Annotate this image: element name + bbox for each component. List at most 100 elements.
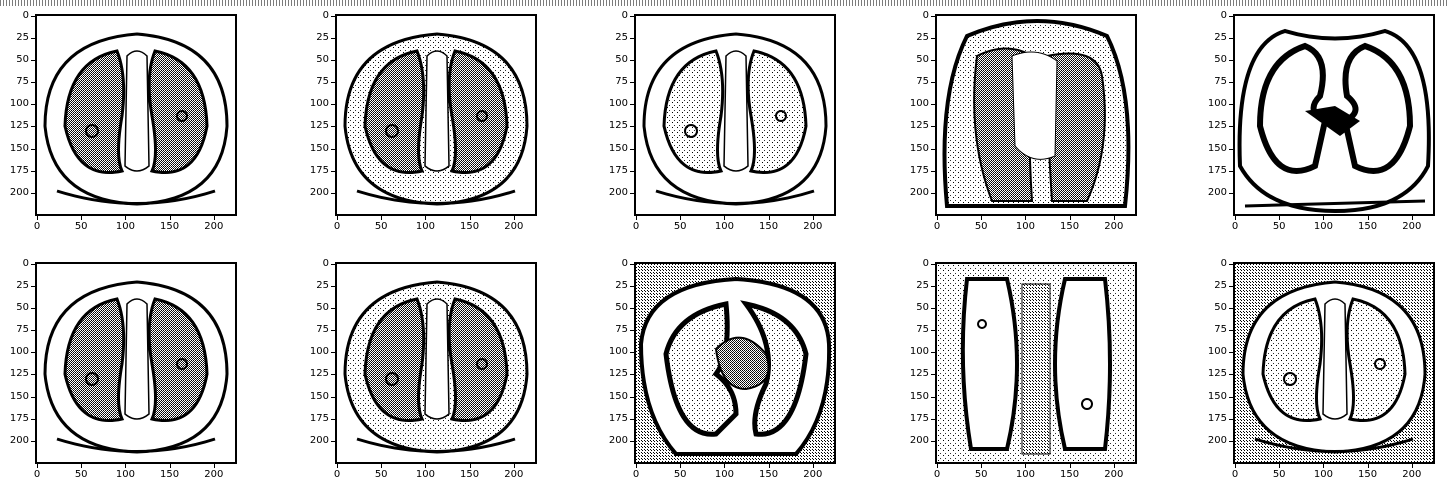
x-tick-label: 100 [1313,221,1333,232]
x-tick-label: 0 [333,469,341,480]
x-tick-label: 200 [803,469,823,480]
y-tick-mark [630,104,634,106]
y-tick-mark [31,170,35,172]
ct-panel-r1c5 [1233,14,1435,216]
y-tick-mark [931,352,935,354]
x-tick-label: 200 [504,221,524,232]
y-tick-label: 0 [322,258,329,269]
y-tick-mark [630,148,634,150]
y-tick-mark [331,16,335,17]
y-tick-label: 125 [909,368,929,380]
x-tick-mark [125,464,127,468]
y-tick-mark [31,374,35,376]
x-tick-mark [1235,464,1236,468]
y-tick-label: 75 [1214,76,1227,88]
y-tick-label: 175 [909,164,929,176]
y-tick-label: 0 [922,258,929,269]
y-tick-label: 25 [316,280,329,292]
x-tick-label: 0 [1231,221,1239,232]
x-tick-label: 200 [204,221,224,232]
y-tick-mark [1229,104,1233,106]
x-tick-label: 100 [1313,469,1333,480]
x-tick-mark [1411,464,1413,468]
y-tick-label: 200 [909,434,929,446]
y-tick-label: 175 [1207,412,1227,424]
y-tick-mark [931,308,935,310]
y-tick-mark [931,126,935,128]
y-tick-mark [331,308,335,310]
y-tick-mark [331,60,335,62]
y-tick-mark [1229,16,1233,17]
y-tick-label: 150 [909,142,929,154]
y-tick-mark [31,286,35,288]
y-tick-label: 75 [16,324,29,336]
y-tick-label: 125 [9,120,29,132]
y-tick-label: 0 [621,258,628,269]
x-tick-label: 0 [1231,469,1239,480]
x-tick-label: 50 [374,469,388,480]
y-tick-label: 100 [9,98,29,110]
x-tick-mark [1279,464,1281,468]
y-tick-label: 175 [309,164,329,176]
ct-panel-r1c4 [935,14,1137,216]
x-tick-label: 50 [974,469,988,480]
x-tick-mark [381,216,383,220]
y-tick-mark [31,126,35,128]
y-tick-label: 175 [909,412,929,424]
ct-image [37,16,235,214]
y-tick-mark [331,418,335,420]
x-tick-label: 0 [33,469,41,480]
y-tick-mark [630,352,634,354]
x-tick-label: 50 [974,221,988,232]
x-tick-mark [81,464,83,468]
x-tick-mark [213,464,215,468]
x-tick-label: 200 [1402,469,1422,480]
x-tick-mark [1367,216,1369,220]
x-tick-mark [337,464,338,468]
y-tick-mark [931,440,935,442]
ct-panel-r2c3 [634,262,836,464]
x-tick-mark [1025,464,1027,468]
x-tick-label: 50 [673,221,687,232]
y-tick-mark [31,264,35,265]
x-tick-mark [1323,216,1325,220]
y-tick-mark [931,374,935,376]
x-tick-label: 100 [415,469,435,480]
x-tick-label: 100 [714,469,734,480]
y-tick-mark [630,60,634,62]
y-tick-label: 125 [9,368,29,380]
y-tick-mark [1229,418,1233,420]
ct-panel-r1c1 [35,14,237,216]
y-tick-label: 175 [608,164,628,176]
x-tick-mark [1025,216,1027,220]
y-tick-mark [31,418,35,420]
y-tick-label: 100 [1207,98,1227,110]
y-tick-label: 50 [1214,302,1227,314]
x-tick-mark [425,464,427,468]
y-tick-label: 50 [916,54,929,66]
y-tick-label: 25 [615,32,628,44]
x-tick-label: 50 [74,469,88,480]
y-tick-label: 25 [615,280,628,292]
y-tick-mark [931,60,935,62]
x-tick-label: 50 [74,221,88,232]
y-tick-mark [630,418,634,420]
y-tick-label: 50 [615,302,628,314]
x-tick-mark [469,464,471,468]
x-tick-mark [1069,464,1071,468]
y-tick-label: 175 [608,412,628,424]
y-tick-label: 175 [9,412,29,424]
y-tick-mark [1229,148,1233,150]
y-tick-label: 150 [608,142,628,154]
ct-image [636,16,834,214]
y-tick-mark [1229,396,1233,398]
y-tick-label: 100 [309,346,329,358]
y-tick-label: 25 [16,32,29,44]
y-tick-label: 50 [916,302,929,314]
y-tick-mark [931,396,935,398]
x-tick-mark [1069,216,1071,220]
y-tick-label: 100 [608,98,628,110]
ct-panel-r1c2 [335,14,537,216]
y-tick-label: 25 [916,280,929,292]
x-tick-mark [169,216,171,220]
